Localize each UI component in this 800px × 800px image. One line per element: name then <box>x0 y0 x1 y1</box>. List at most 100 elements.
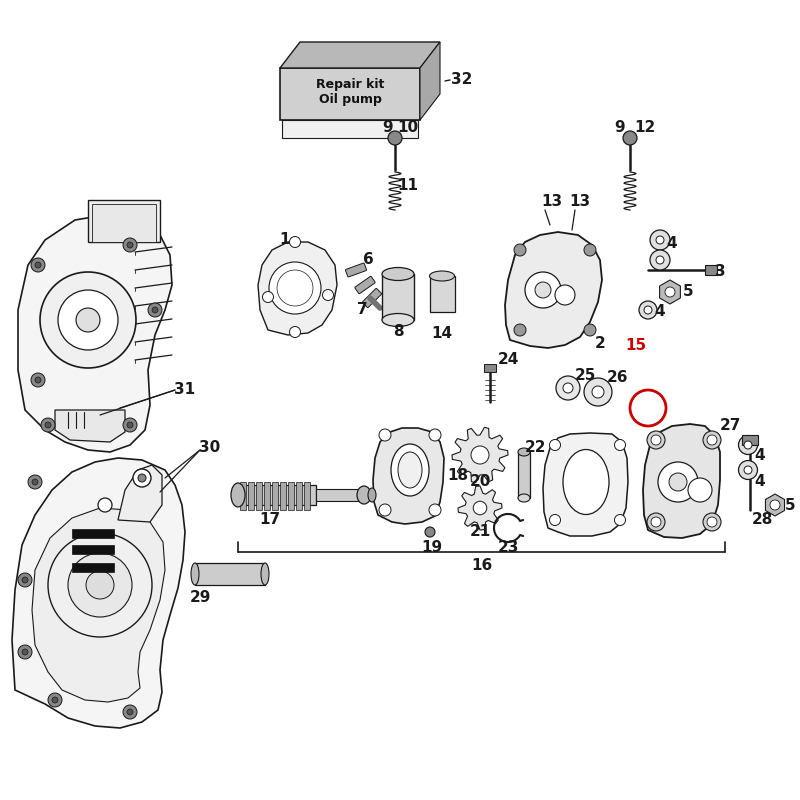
Bar <box>288 482 294 510</box>
Bar <box>518 452 530 498</box>
FancyBboxPatch shape <box>362 289 382 307</box>
Bar <box>72 529 114 538</box>
Bar <box>238 485 316 505</box>
Circle shape <box>650 230 670 250</box>
Circle shape <box>322 290 334 301</box>
Polygon shape <box>118 465 162 522</box>
Circle shape <box>703 513 721 531</box>
Text: 30: 30 <box>199 441 221 455</box>
Circle shape <box>40 272 136 368</box>
Circle shape <box>269 262 321 314</box>
Text: 2: 2 <box>594 337 606 351</box>
Circle shape <box>123 705 137 719</box>
Circle shape <box>584 378 612 406</box>
Ellipse shape <box>231 483 245 507</box>
Circle shape <box>623 131 637 145</box>
Bar <box>88 200 160 242</box>
Circle shape <box>650 250 670 270</box>
Circle shape <box>630 390 666 426</box>
Circle shape <box>639 301 657 319</box>
Text: 4: 4 <box>654 305 666 319</box>
Circle shape <box>429 429 441 441</box>
Polygon shape <box>766 494 785 516</box>
Text: 8: 8 <box>393 325 403 339</box>
Polygon shape <box>660 280 680 304</box>
Ellipse shape <box>191 563 199 585</box>
Ellipse shape <box>391 444 429 496</box>
Circle shape <box>98 498 112 512</box>
Circle shape <box>703 431 721 449</box>
Ellipse shape <box>382 267 414 281</box>
Circle shape <box>425 527 435 537</box>
Circle shape <box>123 418 137 432</box>
Bar <box>256 482 262 510</box>
Circle shape <box>68 553 132 617</box>
Polygon shape <box>458 486 502 530</box>
Text: 5: 5 <box>682 285 694 299</box>
Circle shape <box>22 577 28 583</box>
Circle shape <box>35 262 41 268</box>
Circle shape <box>651 517 661 527</box>
Circle shape <box>738 461 758 479</box>
Circle shape <box>127 422 133 428</box>
Circle shape <box>647 513 665 531</box>
Ellipse shape <box>518 494 530 502</box>
Ellipse shape <box>357 486 371 504</box>
Circle shape <box>52 697 58 703</box>
Circle shape <box>48 693 62 707</box>
Bar <box>272 482 278 510</box>
Circle shape <box>770 500 780 510</box>
Circle shape <box>647 431 665 449</box>
Ellipse shape <box>382 314 414 326</box>
Circle shape <box>738 435 758 454</box>
Text: 18: 18 <box>447 467 469 482</box>
Text: 4: 4 <box>666 237 678 251</box>
Polygon shape <box>55 410 125 442</box>
Circle shape <box>471 446 489 464</box>
Text: 17: 17 <box>259 513 281 527</box>
Bar <box>264 482 270 510</box>
Bar <box>72 545 114 554</box>
Text: 24: 24 <box>498 353 518 367</box>
Bar <box>742 435 758 445</box>
Polygon shape <box>373 428 444 524</box>
Text: 22: 22 <box>526 441 546 455</box>
Circle shape <box>22 649 28 655</box>
Circle shape <box>35 377 41 383</box>
Circle shape <box>127 709 133 715</box>
Polygon shape <box>12 458 185 728</box>
Circle shape <box>133 469 151 487</box>
Bar <box>280 482 286 510</box>
Text: 15: 15 <box>638 401 658 415</box>
Circle shape <box>656 256 664 264</box>
Circle shape <box>474 502 486 514</box>
Circle shape <box>525 272 561 308</box>
Circle shape <box>41 418 55 432</box>
Circle shape <box>744 466 752 474</box>
Bar <box>240 482 246 510</box>
Text: 28: 28 <box>751 513 773 527</box>
Circle shape <box>550 439 561 450</box>
Text: 19: 19 <box>422 541 442 555</box>
Circle shape <box>148 303 162 317</box>
Text: 9: 9 <box>614 121 626 135</box>
Text: 6: 6 <box>362 253 374 267</box>
Text: 31: 31 <box>174 382 195 398</box>
Ellipse shape <box>368 488 376 502</box>
Circle shape <box>379 429 391 441</box>
Circle shape <box>658 462 698 502</box>
Text: 15: 15 <box>626 338 646 353</box>
Circle shape <box>76 308 100 332</box>
Ellipse shape <box>563 450 609 514</box>
Circle shape <box>58 290 118 350</box>
Circle shape <box>123 238 137 252</box>
Circle shape <box>28 475 42 489</box>
Bar <box>296 482 302 510</box>
Bar <box>304 482 310 510</box>
Text: 12: 12 <box>634 121 656 135</box>
Circle shape <box>138 474 146 482</box>
Circle shape <box>592 386 604 398</box>
Circle shape <box>669 473 687 491</box>
Text: 21: 21 <box>470 525 490 539</box>
Polygon shape <box>452 427 508 482</box>
